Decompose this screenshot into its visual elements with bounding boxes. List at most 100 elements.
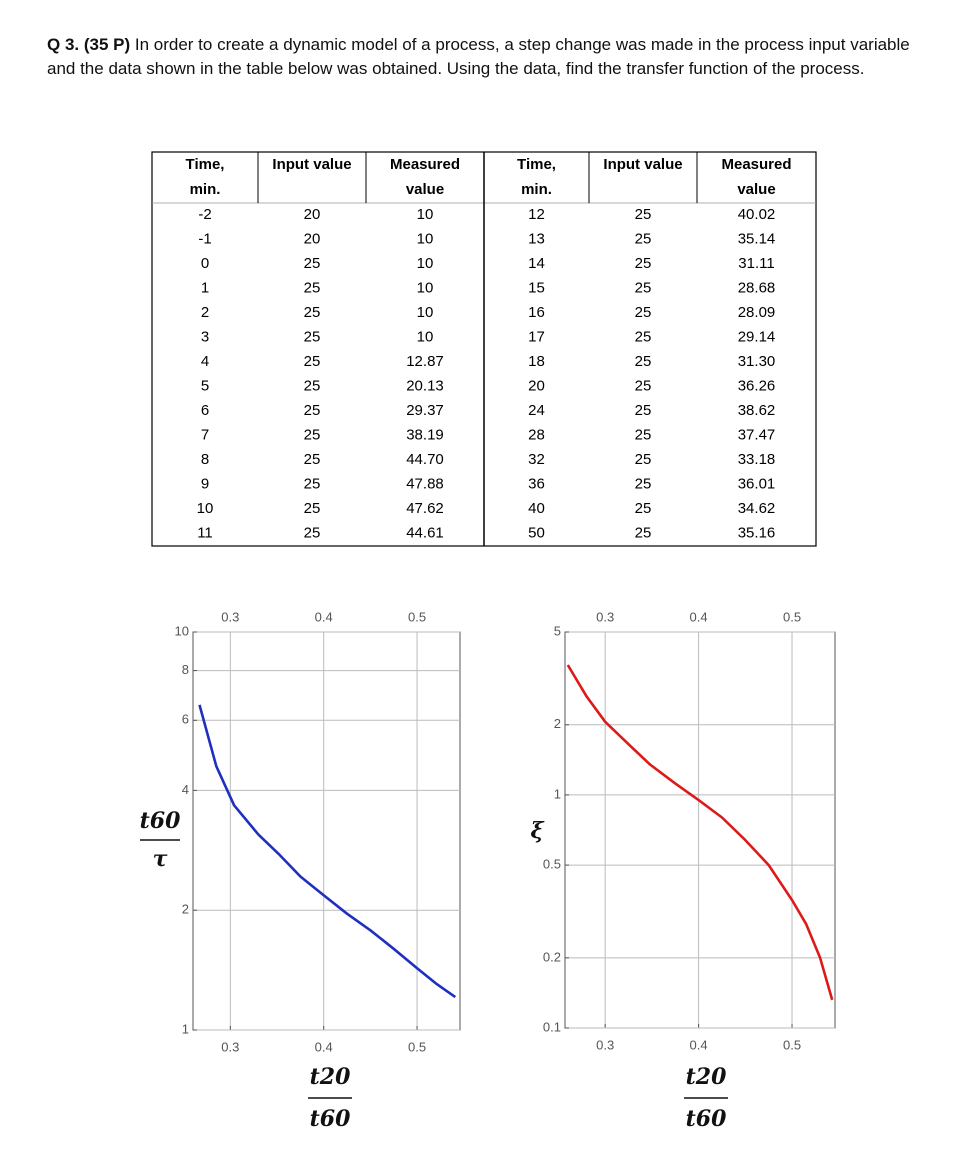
table-cell: 28 (528, 427, 545, 444)
table-cell: 25 (304, 329, 321, 346)
question: Q 3. (35 P) In order to create a dynamic… (47, 33, 932, 81)
table-cell: 37.47 (738, 427, 776, 444)
table-cell: 34.62 (738, 500, 776, 517)
x-tick-label: 0.4 (315, 1039, 333, 1054)
table-cell: 31.30 (738, 353, 776, 370)
table-cell: 35.14 (738, 231, 776, 248)
table-cell: 25 (635, 255, 652, 272)
table-cell: 25 (304, 427, 321, 444)
table-cell: 25 (635, 427, 652, 444)
table-cell: 33.18 (738, 451, 776, 468)
table-cell: 10 (417, 329, 434, 346)
table-cell: 25 (304, 525, 321, 542)
y-tick-label: 2 (554, 716, 561, 731)
header-cell: Input value (272, 156, 351, 173)
x-label-numerator: t20 (686, 1064, 727, 1090)
x-tick-label: 0.3 (596, 1037, 614, 1052)
header-cell: value (737, 181, 775, 198)
header-cell: Measured (390, 156, 460, 173)
table-cell: 25 (635, 231, 652, 248)
table-cell: 29.37 (406, 402, 444, 419)
table-cell: 47.88 (406, 476, 444, 493)
table-cell: 25 (635, 500, 652, 517)
table-cell: 2 (201, 304, 209, 321)
table-cell: 12 (528, 206, 545, 223)
table-cell: 12.87 (406, 353, 444, 370)
table-cell: 25 (635, 353, 652, 370)
x-tick-label: 0.4 (315, 609, 333, 624)
table-cell: 10 (417, 304, 434, 321)
x-tick-label: 0.5 (783, 609, 801, 624)
table-cell: 44.70 (406, 451, 444, 468)
table-cell: 9 (201, 476, 209, 493)
x-label-denominator: t60 (310, 1106, 351, 1132)
table-cell: 25 (304, 451, 321, 468)
table-cell: 10 (197, 500, 214, 517)
table-cell: 25 (304, 353, 321, 370)
header-cell: Measured (721, 156, 791, 173)
table-cell: 14 (528, 255, 545, 272)
table-cell: 38.19 (406, 427, 444, 444)
table-cell: 10 (417, 280, 434, 297)
table-cell: 25 (635, 304, 652, 321)
header-cell: Time, (517, 156, 556, 173)
table-cell: 5 (201, 378, 209, 395)
x-tick-label: 0.3 (221, 609, 239, 624)
y-tick-label: 0.5 (543, 857, 561, 872)
x-tick-label: 0.5 (408, 1039, 426, 1054)
table-cell: 40 (528, 500, 545, 517)
table-cell: 44.61 (406, 525, 444, 542)
table-cell: 25 (635, 402, 652, 419)
x-label-numerator: t20 (310, 1064, 351, 1090)
data-line (198, 704, 457, 999)
y-tick-label: 8 (182, 662, 189, 677)
y-label-denominator: τ (153, 846, 168, 872)
x-tick-label: 0.5 (783, 1037, 801, 1052)
table-cell: 25 (635, 451, 652, 468)
table-cell: 25 (304, 255, 321, 272)
table-cell: 36.26 (738, 378, 776, 395)
table-cell: 18 (528, 353, 545, 370)
table-cell: 10 (417, 255, 434, 272)
table-cell: 20 (528, 378, 545, 395)
y-label-numerator: t60 (140, 808, 181, 834)
table-cell: 36.01 (738, 476, 776, 493)
plot-area (564, 631, 836, 1029)
table-cell: 25 (304, 304, 321, 321)
y-tick-label: 10 (175, 623, 189, 638)
table-cell: 25 (635, 378, 652, 395)
table-cell: 31.11 (738, 255, 774, 272)
table-cell: 4 (201, 353, 209, 370)
table-cell: 40.02 (738, 206, 776, 223)
table-cell: 10 (417, 206, 434, 223)
x-tick-label: 0.5 (408, 609, 426, 624)
y-tick-label: 0.2 (543, 949, 561, 964)
table-cell: 8 (201, 451, 209, 468)
table-cell: 25 (304, 280, 321, 297)
question-label: Q 3. (35 P) (47, 35, 131, 54)
table-cell: -1 (198, 231, 211, 248)
x-label-denominator: t60 (686, 1106, 727, 1132)
table-cell: 25 (304, 402, 321, 419)
table-cell: 11 (197, 525, 213, 542)
table-cell: 25 (635, 280, 652, 297)
table-cell: 24 (528, 402, 545, 419)
table-cell: 25 (304, 476, 321, 493)
table-cell: 7 (201, 427, 209, 444)
y-tick-label: 0.1 (543, 1019, 561, 1034)
x-tick-label: 0.4 (690, 609, 708, 624)
table-cell: 25 (635, 206, 652, 223)
table-cell: 35.16 (738, 525, 776, 542)
table-cell: 25 (304, 378, 321, 395)
table-cell: 28.68 (738, 280, 776, 297)
table-cell: 25 (635, 329, 652, 346)
table-cell: 20 (304, 231, 321, 248)
data-line (566, 664, 834, 1001)
table-cell: -2 (198, 206, 211, 223)
table-cell: 38.62 (738, 402, 776, 419)
table-cell: 25 (635, 476, 652, 493)
header-cell: value (406, 181, 444, 198)
header-cell: min. (190, 181, 221, 198)
